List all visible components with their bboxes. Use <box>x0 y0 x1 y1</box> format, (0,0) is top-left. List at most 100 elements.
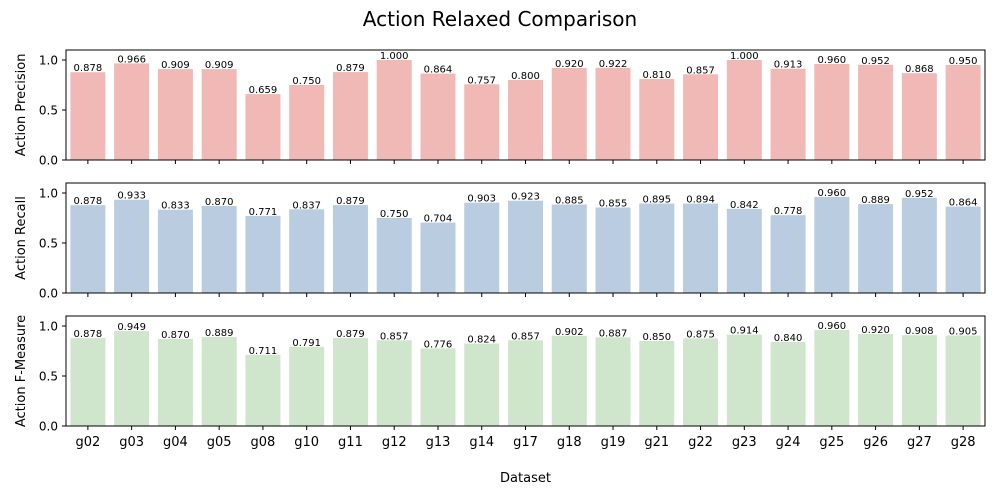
bar-value-label: 1.000 <box>730 51 759 62</box>
x-tick-label: g24 <box>776 435 801 450</box>
bar-g21 <box>639 203 675 293</box>
y-axis-label: Action F-Measure <box>14 315 29 427</box>
x-tick-label: g22 <box>688 435 713 450</box>
bar-value-label: 0.842 <box>730 200 759 211</box>
bar-g19 <box>595 337 631 426</box>
bar-g23 <box>726 334 762 426</box>
bar-value-label: 0.960 <box>818 55 847 66</box>
bar-g27 <box>901 335 937 426</box>
bar-g18 <box>551 68 587 160</box>
y-tick-label: 1.0 <box>39 320 58 334</box>
bar-value-label: 0.952 <box>861 56 890 67</box>
bar-g11 <box>332 205 368 293</box>
bar-g22 <box>683 338 719 426</box>
bar-g24 <box>770 68 806 160</box>
bar-g08 <box>245 94 281 160</box>
y-tick-label: 0.5 <box>39 237 58 251</box>
bar-g02 <box>70 338 106 426</box>
bar-value-label: 0.864 <box>949 198 978 209</box>
y-tick-label: 0.5 <box>39 104 58 118</box>
bar-value-label: 0.952 <box>905 189 934 200</box>
bar-g14 <box>464 84 500 160</box>
bar-g22 <box>683 203 719 293</box>
bar-value-label: 0.800 <box>511 71 540 82</box>
bar-g14 <box>464 343 500 426</box>
bar-g13 <box>420 348 456 426</box>
bar-g26 <box>858 204 894 293</box>
bar-value-label: 0.659 <box>249 85 278 96</box>
x-tick-label: g04 <box>163 435 188 450</box>
bar-g22 <box>683 74 719 160</box>
bar-value-label: 0.879 <box>336 329 365 340</box>
bar-value-label: 0.960 <box>818 321 847 332</box>
bar-value-label: 1.000 <box>380 51 409 62</box>
bar-value-label: 0.757 <box>467 75 496 86</box>
bar-value-label: 0.879 <box>336 63 365 74</box>
bar-value-label: 0.889 <box>205 328 234 339</box>
bar-value-label: 0.711 <box>249 346 278 357</box>
bar-value-label: 0.833 <box>161 201 190 212</box>
bar-g28 <box>945 206 981 293</box>
bar-g17 <box>508 80 544 160</box>
bar-g25 <box>814 197 850 293</box>
bar-value-label: 0.857 <box>380 331 409 342</box>
bar-value-label: 0.855 <box>599 199 628 210</box>
bar-value-label: 0.914 <box>730 326 759 337</box>
x-tick-label: g10 <box>294 435 319 450</box>
bar-g28 <box>945 335 981 426</box>
bar-value-label: 0.905 <box>949 327 978 338</box>
bar-g25 <box>814 64 850 160</box>
x-tick-label: g28 <box>951 435 976 450</box>
x-tick-label: g26 <box>863 435 888 450</box>
bar-value-label: 0.704 <box>424 214 453 225</box>
bar-value-label: 0.750 <box>380 209 409 220</box>
bar-g12 <box>376 340 412 426</box>
x-tick-label: g25 <box>819 435 844 450</box>
x-tick-label: g27 <box>907 435 932 450</box>
bar-value-label: 0.840 <box>774 333 803 344</box>
bar-value-label: 0.750 <box>292 76 321 87</box>
bar-g04 <box>157 339 193 426</box>
bar-g26 <box>858 64 894 160</box>
bar-g13 <box>420 73 456 160</box>
x-tick-label: g03 <box>119 435 144 450</box>
bar-value-label: 0.776 <box>424 339 453 350</box>
bar-g24 <box>770 342 806 426</box>
y-tick-label: 0.5 <box>39 370 58 384</box>
x-tick-label: g08 <box>251 435 276 450</box>
bar-g21 <box>639 79 675 160</box>
bar-value-label: 0.837 <box>292 200 321 211</box>
bar-g18 <box>551 204 587 293</box>
bar-value-label: 0.810 <box>642 70 671 81</box>
y-tick-label: 0.0 <box>39 420 58 434</box>
x-tick-label: g05 <box>207 435 232 450</box>
bar-value-label: 0.791 <box>292 338 321 349</box>
bar-g08 <box>245 215 281 293</box>
bar-value-label: 0.870 <box>161 330 190 341</box>
y-tick-label: 0.0 <box>39 287 58 301</box>
bar-g27 <box>901 197 937 293</box>
bar-g10 <box>289 85 325 160</box>
x-tick-label: g11 <box>338 435 363 450</box>
bar-value-label: 0.889 <box>861 195 890 206</box>
bar-g11 <box>332 338 368 426</box>
x-tick-label: g23 <box>732 435 757 450</box>
bar-g26 <box>858 334 894 426</box>
bar-g12 <box>376 60 412 160</box>
x-tick-label: g18 <box>557 435 582 450</box>
bar-value-label: 0.950 <box>949 56 978 67</box>
bar-value-label: 0.902 <box>555 327 584 338</box>
bar-g25 <box>814 330 850 426</box>
bar-value-label: 0.868 <box>905 64 934 75</box>
chart-title: Action Relaxed Comparison <box>363 7 637 31</box>
bar-g13 <box>420 222 456 293</box>
bar-value-label: 0.878 <box>74 63 103 74</box>
bar-g08 <box>245 354 281 426</box>
x-axis-label: Dataset <box>500 471 551 486</box>
y-tick-label: 1.0 <box>39 54 58 68</box>
bar-g03 <box>114 199 150 293</box>
bar-g02 <box>70 72 106 160</box>
bar-g17 <box>508 340 544 426</box>
bar-g04 <box>157 209 193 293</box>
